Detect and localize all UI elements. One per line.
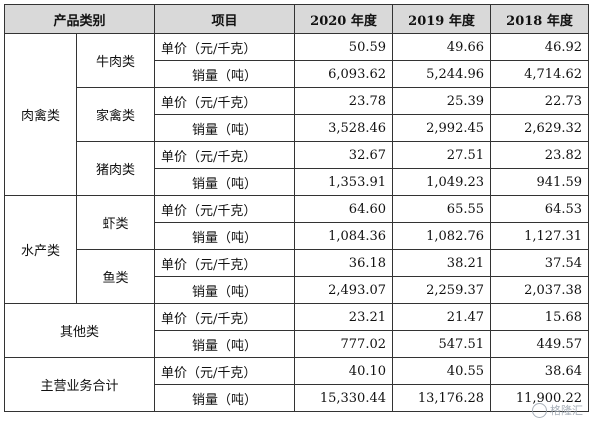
cell: 50.59 bbox=[294, 33, 394, 61]
sub-poultry: 家禽类 bbox=[75, 87, 156, 142]
cell: 15.68 bbox=[490, 303, 590, 331]
cell: 27.51 bbox=[392, 141, 492, 169]
cell: 37.54 bbox=[490, 249, 590, 277]
label-volume: 销量（吨） bbox=[154, 330, 296, 358]
cell: 40.10 bbox=[294, 357, 394, 385]
cell: 2,992.45 bbox=[392, 114, 492, 142]
cell: 1,049.23 bbox=[392, 168, 492, 196]
cell: 64.53 bbox=[490, 195, 590, 223]
label-price: 单价（元/千克） bbox=[154, 357, 296, 385]
table-row: 销量（吨） 6,093.62 5,244.96 4,714.62 bbox=[5, 60, 590, 88]
cell: 13,176.28 bbox=[392, 384, 492, 412]
label-price: 单价（元/千克） bbox=[154, 195, 296, 223]
table-row: 主营业务合计 单价（元/千克） 40.10 40.55 38.64 bbox=[3, 357, 590, 412]
cell: 49.66 bbox=[392, 33, 492, 61]
sub-fish: 鱼类 bbox=[75, 249, 156, 304]
cell: 23.82 bbox=[490, 141, 590, 169]
table-row: 水产类 虾类 单价（元/千克） 64.60 65.55 64.53 bbox=[4, 195, 590, 304]
cell: 1,082.76 bbox=[392, 222, 492, 250]
cell: 25.39 bbox=[392, 87, 492, 115]
label-price: 单价（元/千克） bbox=[154, 141, 296, 169]
cell: 5,244.96 bbox=[392, 60, 492, 88]
cell: 40.55 bbox=[392, 357, 492, 385]
watermark-text: 格隆汇 bbox=[550, 404, 583, 417]
cell: 15,330.44 bbox=[294, 384, 394, 412]
group-total: 主营业务合计 bbox=[3, 357, 156, 412]
cell: 941.59 bbox=[490, 168, 590, 196]
cell: 547.51 bbox=[392, 330, 492, 358]
group-other: 其他类 bbox=[3, 303, 156, 358]
label-price: 单价（元/千克） bbox=[154, 249, 296, 277]
cell: 1,127.31 bbox=[490, 222, 590, 250]
cell: 65.55 bbox=[392, 195, 492, 223]
cell: 2,259.37 bbox=[392, 276, 492, 304]
label-volume: 销量（吨） bbox=[154, 276, 296, 304]
label-price: 单价（元/千克） bbox=[154, 303, 296, 331]
cell: 2,493.07 bbox=[294, 276, 394, 304]
label-volume: 销量（吨） bbox=[154, 168, 296, 196]
table-row: 销量（吨） 1,353.91 1,049.23 941.59 bbox=[5, 168, 590, 196]
cell: 64.60 bbox=[294, 195, 394, 223]
sub-pork: 猪肉类 bbox=[75, 141, 156, 196]
cell: 22.73 bbox=[490, 87, 590, 115]
table-row: 家禽类 单价（元/千克） 23.78 25.39 22.73 bbox=[5, 87, 590, 142]
cell: 6,093.62 bbox=[294, 60, 394, 88]
group-meat: 肉禽类 bbox=[4, 33, 77, 196]
table-row: 销量（吨） 3,528.46 2,992.45 2,629.32 bbox=[5, 114, 590, 142]
header-2018: 2018 年度 bbox=[490, 4, 590, 34]
sub-shrimp: 虾类 bbox=[75, 195, 156, 250]
cell: 23.21 bbox=[294, 303, 394, 331]
label-volume: 销量（吨） bbox=[154, 60, 296, 88]
header-2019: 2019 年度 bbox=[392, 4, 492, 34]
table-row: 销量（吨） 2,493.07 2,259.37 2,037.38 bbox=[5, 276, 590, 304]
watermark-logo-icon bbox=[532, 402, 547, 418]
header-2020: 2020 年度 bbox=[294, 4, 394, 34]
cell: 1,084.36 bbox=[294, 222, 394, 250]
header-item: 项目 bbox=[154, 4, 296, 34]
sales-table: 产品类别 项目 2020 年度 2019 年度 2018 年度 肉禽类 牛肉类 … bbox=[3, 4, 590, 412]
header-category: 产品类别 bbox=[3, 4, 156, 34]
label-volume: 销量（吨） bbox=[154, 222, 296, 250]
group-aquatic: 水产类 bbox=[4, 195, 77, 304]
cell: 38.64 bbox=[490, 357, 590, 385]
cell: 46.92 bbox=[490, 33, 590, 61]
label-price: 单价（元/千克） bbox=[154, 87, 296, 115]
cell: 777.02 bbox=[294, 330, 394, 358]
header-row: 产品类别 项目 2020 年度 2019 年度 2018 年度 bbox=[3, 4, 590, 34]
cell: 2,629.32 bbox=[490, 114, 590, 142]
table-row: 销量（吨） 1,084.36 1,082.76 1,127.31 bbox=[5, 222, 590, 250]
table-row: 鱼类 单价（元/千克） 36.18 38.21 37.54 bbox=[5, 249, 590, 304]
table-row: 肉禽类 牛肉类 单价（元/千克） 50.59 49.66 46.92 bbox=[4, 33, 590, 196]
label-price: 单价（元/千克） bbox=[154, 33, 296, 61]
cell: 21.47 bbox=[392, 303, 492, 331]
cell: 38.21 bbox=[392, 249, 492, 277]
table-row: 其他类 单价（元/千克） 23.21 21.47 15.68 bbox=[3, 303, 590, 358]
table-row: 猪肉类 单价（元/千克） 32.67 27.51 23.82 bbox=[5, 141, 590, 196]
label-volume: 销量（吨） bbox=[154, 384, 296, 412]
cell: 4,714.62 bbox=[490, 60, 590, 88]
cell: 32.67 bbox=[294, 141, 394, 169]
table-row: 销量（吨） 777.02 547.51 449.57 bbox=[5, 330, 590, 358]
label-volume: 销量（吨） bbox=[154, 114, 296, 142]
cell: 23.78 bbox=[294, 87, 394, 115]
cell: 1,353.91 bbox=[294, 168, 394, 196]
cell: 3,528.46 bbox=[294, 114, 394, 142]
cell: 449.57 bbox=[490, 330, 590, 358]
sub-beef: 牛肉类 bbox=[75, 33, 156, 88]
watermark: 格隆汇 bbox=[532, 402, 583, 418]
cell: 2,037.38 bbox=[490, 276, 590, 304]
cell: 36.18 bbox=[294, 249, 394, 277]
